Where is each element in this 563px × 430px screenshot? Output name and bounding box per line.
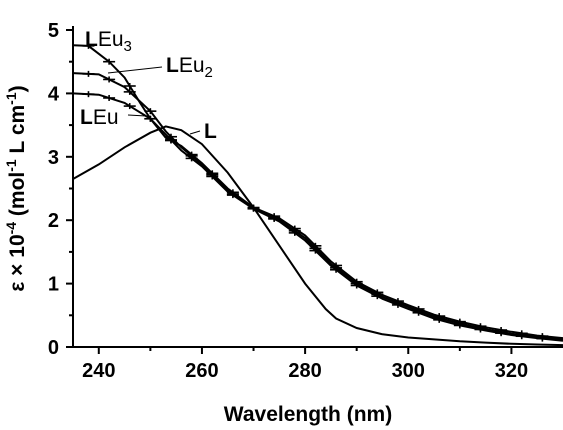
x-tick-label: 240 (82, 360, 115, 382)
series-line-LEu3 (72, 44, 563, 340)
series-label-LEu: LEu (80, 106, 119, 129)
y-tick-label: 0 (48, 337, 59, 359)
x-ticks: 240 260 280 300 320 (82, 347, 528, 382)
x-tick-label: 320 (495, 360, 528, 382)
y-tick-label: 1 (48, 274, 59, 296)
series-line-LEu (72, 92, 563, 342)
y-ticks: 0 1 2 3 4 5 (48, 20, 73, 359)
y-tick-label: 3 (48, 147, 59, 169)
series-label-LEu3: LEu3 (85, 28, 132, 55)
series-label-L: L (204, 120, 217, 143)
x-axis-title: Wavelength (nm) (224, 403, 392, 426)
leader-LEu (127, 114, 147, 117)
x-tick-label: 260 (185, 360, 218, 382)
plot-area (72, 42, 563, 347)
series-layer (72, 44, 563, 347)
x-tick-label: 280 (288, 360, 321, 382)
errorbar-layer (82, 42, 549, 342)
leader-LEu2 (107, 66, 163, 74)
y-tick-label: 5 (48, 20, 59, 42)
y-tick-label: 2 (48, 210, 59, 232)
y-tick-label: 4 (48, 83, 60, 105)
series-line-LEu2 (72, 72, 563, 341)
leader-L (189, 130, 201, 135)
series-labels: LEu3 LEu2 LEu L (80, 28, 217, 143)
axes: 240 260 280 300 320 0 1 2 3 4 5 (48, 20, 563, 382)
series-label-LEu2: LEu2 (166, 54, 213, 81)
x-tick-label: 300 (392, 360, 425, 382)
series-line-L (72, 125, 563, 347)
y-axis-title: ε × 10-4 (mol-1 L cm-1) (3, 85, 29, 291)
